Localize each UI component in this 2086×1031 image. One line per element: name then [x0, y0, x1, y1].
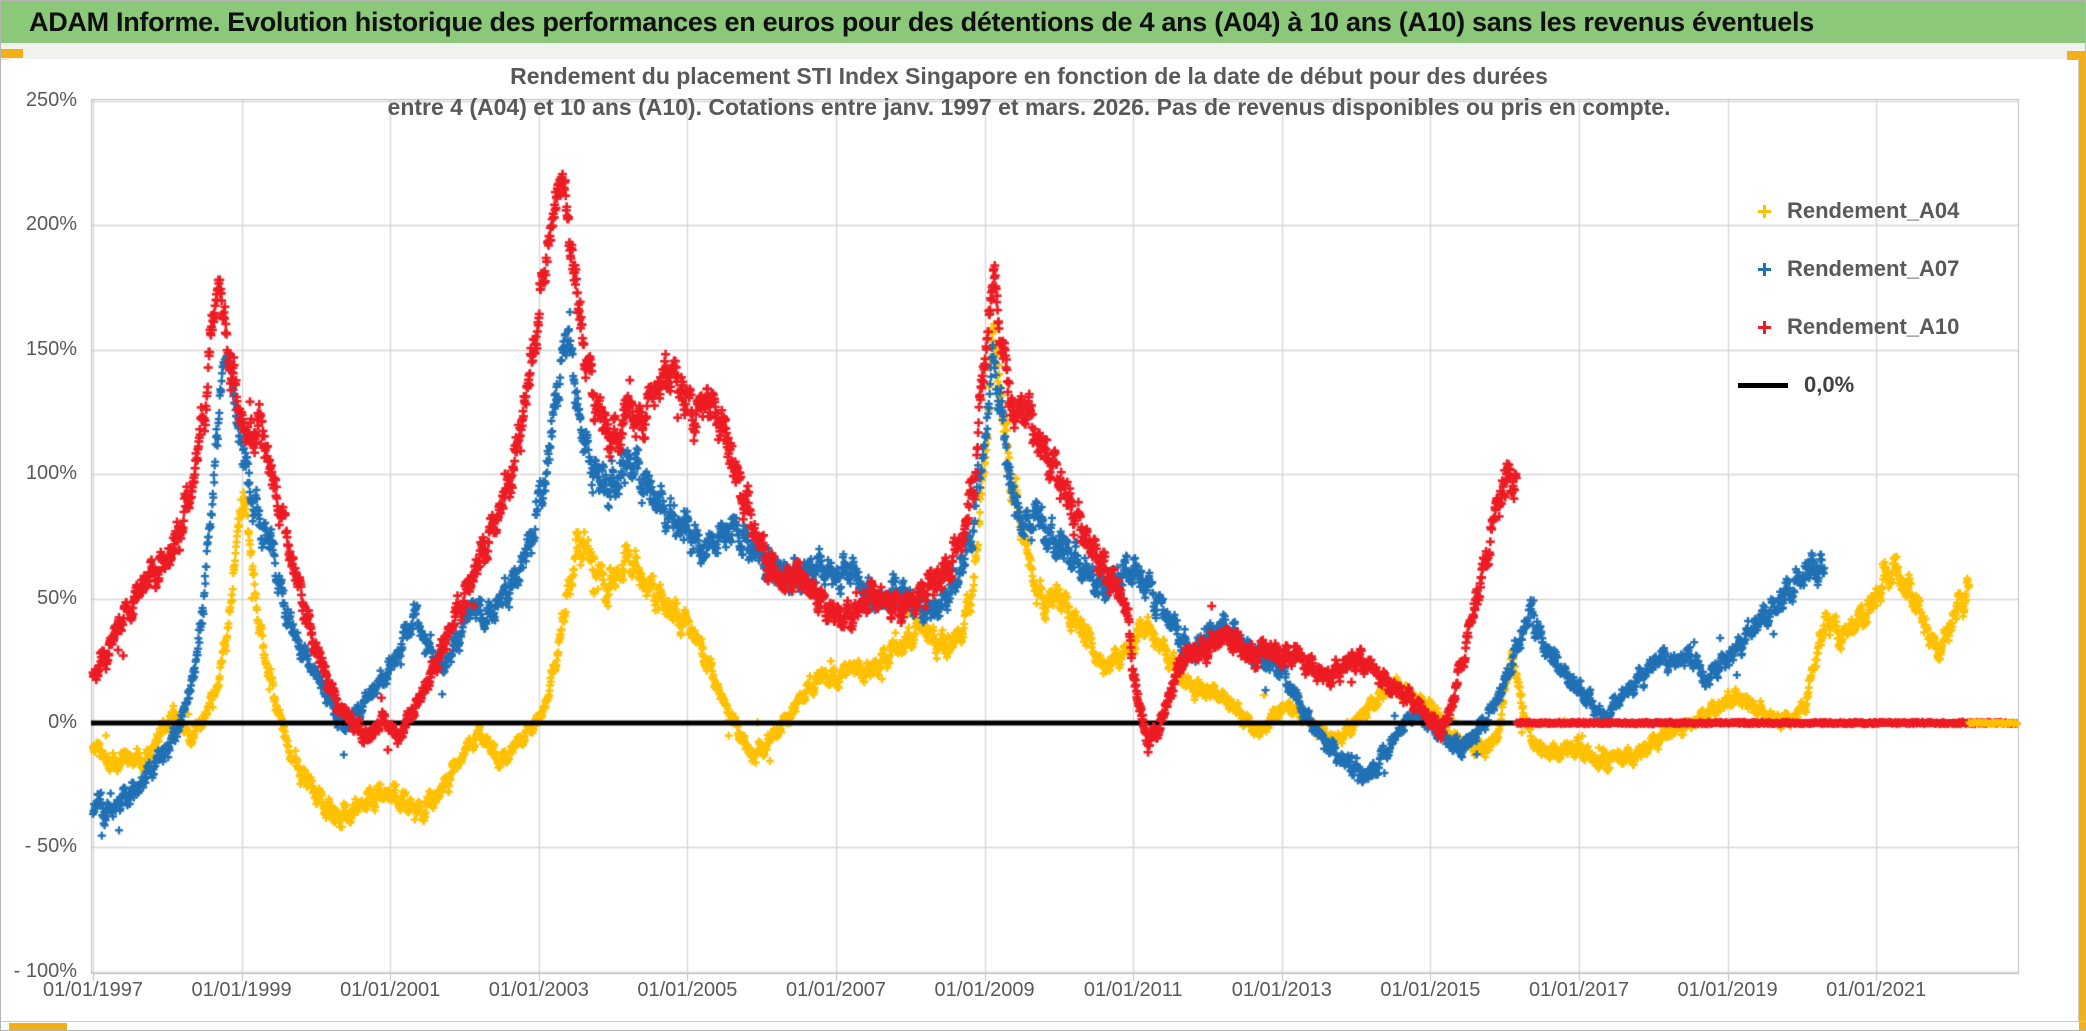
x-axis-tick-label: 01/01/2009	[934, 979, 1035, 1001]
y-axis-tick-label: 250%	[25, 89, 77, 111]
legend-row-a07: Rendement_A07	[1738, 240, 1959, 298]
y-axis-tick-label: 0%	[48, 711, 77, 733]
y-axis-tick-label: 50%	[36, 586, 77, 609]
x-axis-tick-label: 01/01/2003	[488, 979, 589, 1001]
accent-strip-top-right	[2067, 51, 2085, 60]
x-axis-tick-label: 01/01/2021	[1826, 979, 1927, 1001]
sheet-divider-vertical	[2078, 59, 2079, 1021]
zero-line-icon	[1738, 382, 1788, 388]
legend-row-zero-line: 0,0%	[1738, 356, 1959, 414]
y-axis-tick-label: - 50%	[24, 835, 77, 858]
chart-legend: Rendement_A04 Rendement_A07 Rendement_A1…	[1738, 182, 1959, 414]
legend-row-a04: Rendement_A04	[1738, 182, 1959, 240]
sheet-divider-horizontal	[1, 1021, 2085, 1022]
plus-marker-icon-a04	[1758, 204, 1771, 218]
x-axis-tick-label: 01/01/2015	[1380, 979, 1481, 1001]
x-axis-tick-label: 01/01/1999	[191, 979, 292, 1001]
plus-marker-icon-a07	[1758, 262, 1771, 276]
y-axis-tick-label: - 100%	[13, 959, 77, 982]
x-axis-tick-label: 01/01/2011	[1083, 979, 1183, 1001]
x-axis-tick-label: 01/01/2007	[785, 979, 887, 1001]
x-axis-tick-label: 01/01/2001	[340, 979, 441, 1001]
legend-row-a10: Rendement_A10	[1738, 298, 1959, 356]
accent-strip-bottom-left	[9, 1023, 67, 1030]
x-axis-tick-label: 01/01/2017	[1528, 979, 1630, 1001]
legend-label-a10: Rendement_A10	[1787, 314, 1960, 339]
legend-label-zero: 0,0%	[1804, 372, 1855, 397]
chart-title-line1: Rendement du placement STI Index Singapo…	[510, 63, 1548, 89]
y-axis-tick-label: 150%	[25, 337, 77, 360]
x-axis-tick-label: 01/01/2013	[1231, 979, 1332, 1001]
legend-label-a07: Rendement_A07	[1787, 256, 1960, 281]
y-axis-tick-label: 200%	[25, 213, 77, 236]
legend-label-a04: Rendement_A04	[1787, 198, 1960, 223]
y-axis-tick-label: 100%	[25, 462, 77, 485]
x-axis-tick-label: 01/01/2005	[637, 979, 738, 1001]
x-axis-tick-label: 01/01/1997	[42, 979, 144, 1001]
accent-strip-top-left	[1, 49, 23, 58]
x-axis-tick-label: 01/01/2019	[1677, 979, 1778, 1001]
plus-marker-icon-a10	[1758, 320, 1771, 334]
chart-title-line2: entre 4 (A04) et 10 ans (A10). Cotations…	[387, 94, 1671, 120]
accent-strip-right	[2079, 51, 2085, 1030]
